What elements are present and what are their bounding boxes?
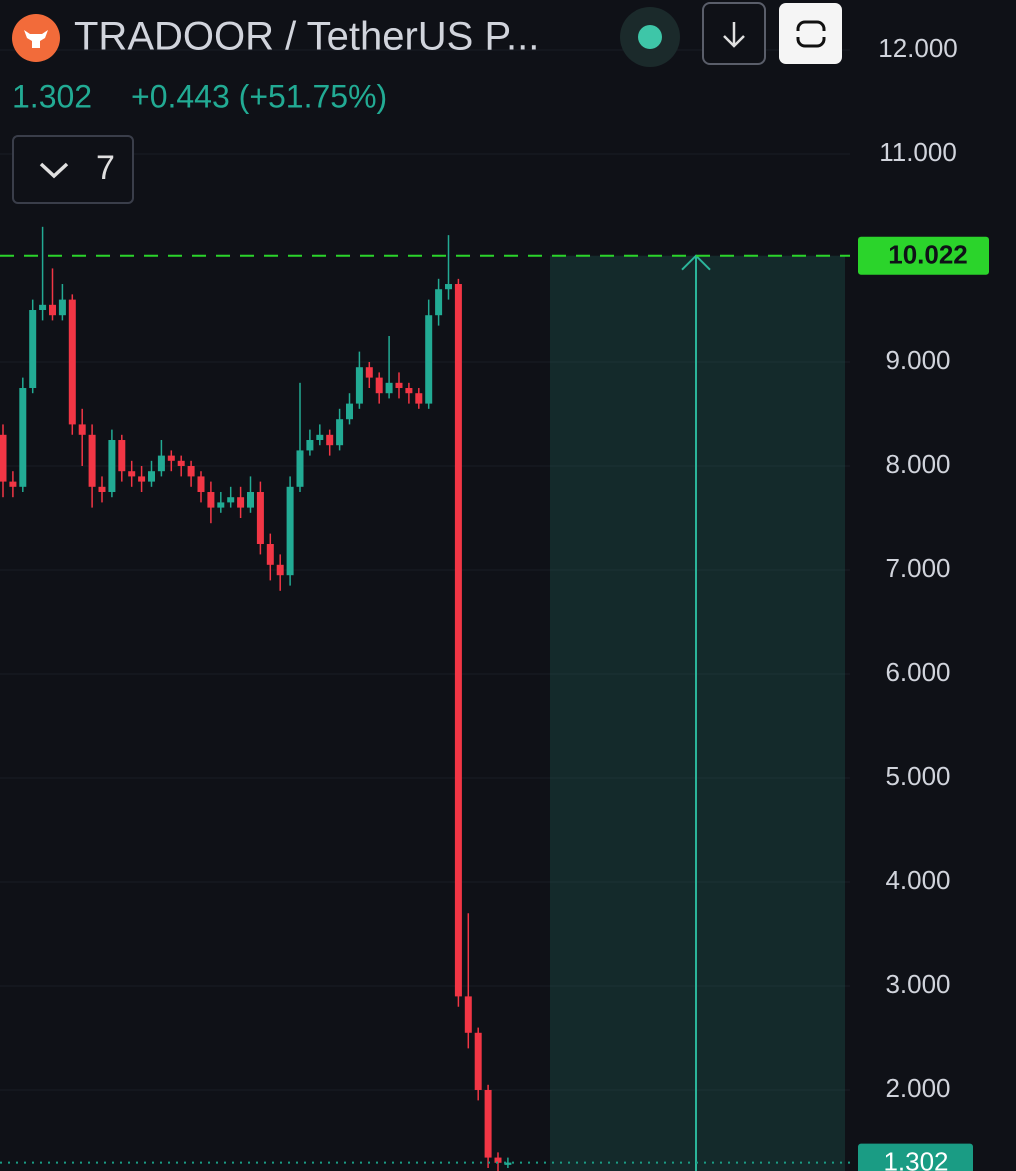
y-tick-label: 12.000 bbox=[878, 33, 958, 63]
candle-body bbox=[266, 544, 274, 565]
candle-body bbox=[187, 466, 195, 477]
candle-body bbox=[355, 367, 363, 404]
last-price: 1.302 bbox=[12, 78, 92, 114]
candle-body bbox=[336, 419, 344, 446]
candle-body bbox=[454, 284, 462, 997]
candle-body bbox=[306, 440, 314, 451]
candle-body bbox=[157, 455, 165, 472]
candle-body bbox=[39, 304, 47, 311]
candle-body bbox=[88, 434, 96, 487]
logo-icon bbox=[24, 30, 48, 48]
candle-body bbox=[138, 476, 146, 482]
header: TRADOOR / TetherUS P... 1.302 +0.443 (+5… bbox=[12, 2, 842, 204]
y-tick-label: 8.000 bbox=[885, 449, 950, 479]
chevron bbox=[39, 162, 69, 179]
candle-body bbox=[237, 497, 245, 508]
candle-body bbox=[9, 481, 17, 487]
y-tick-label: 11.000 bbox=[879, 137, 957, 167]
candle-body bbox=[464, 996, 472, 1033]
candle-body bbox=[346, 403, 353, 420]
candle-body bbox=[296, 450, 304, 487]
target-label-bg bbox=[858, 236, 989, 275]
symbol-title: TRADOOR / TetherUS P... bbox=[74, 15, 539, 59]
y-tick-label: 7.000 bbox=[885, 553, 950, 583]
candle-body bbox=[425, 315, 433, 404]
download-icon bbox=[723, 22, 745, 48]
candle-body bbox=[19, 388, 27, 487]
candle-body bbox=[484, 1089, 492, 1158]
candle-body bbox=[445, 284, 452, 290]
candle-body bbox=[256, 492, 264, 545]
candle-body bbox=[217, 502, 225, 508]
candle-body bbox=[276, 564, 284, 576]
y-tick-label: 6.000 bbox=[885, 657, 950, 687]
candle-body bbox=[197, 476, 205, 493]
candle-body bbox=[0, 434, 7, 482]
candle-body bbox=[58, 299, 66, 316]
candle-body bbox=[415, 393, 423, 404]
indicator-toggle[interactable] bbox=[12, 135, 134, 204]
candle-body bbox=[167, 455, 175, 461]
candle-body bbox=[207, 492, 215, 508]
candle-body bbox=[98, 486, 106, 493]
candle-body bbox=[435, 289, 443, 316]
status-dot bbox=[638, 25, 662, 49]
candle-body bbox=[148, 471, 155, 482]
candle-body bbox=[405, 388, 413, 394]
candle-body bbox=[49, 304, 56, 316]
candle-body bbox=[286, 486, 294, 576]
candle-body bbox=[227, 497, 235, 503]
candle-body bbox=[365, 367, 373, 378]
target-label: 10.022 bbox=[888, 240, 968, 270]
indicator-count: 7 bbox=[96, 149, 115, 187]
last-price-label: 1.302 bbox=[883, 1146, 948, 1171]
last-price-bg bbox=[858, 1143, 973, 1171]
plot-area: 12.000 11.000 9.000 8.000 7.000 6.000 5.000 4.0… bbox=[0, 33, 989, 1171]
candle-body bbox=[395, 382, 403, 389]
y-tick-label: 9.000 bbox=[885, 345, 950, 375]
y-tick-label: 2.000 bbox=[885, 1073, 950, 1103]
y-tick-label: 3.000 bbox=[885, 969, 950, 999]
candle-body bbox=[68, 299, 76, 425]
candle-body bbox=[29, 310, 37, 389]
price-change: +0.443 (+51.75%) bbox=[131, 78, 387, 114]
candle-body bbox=[375, 377, 383, 394]
candle-body bbox=[474, 1032, 482, 1090]
candle-body bbox=[385, 382, 393, 394]
candle-body bbox=[108, 440, 116, 493]
candle-body bbox=[494, 1157, 502, 1163]
candle-body bbox=[78, 424, 86, 435]
candle-body bbox=[316, 434, 324, 441]
candle-body bbox=[118, 440, 126, 472]
candle-body bbox=[504, 1162, 512, 1165]
projection-zone bbox=[550, 255, 845, 1171]
candle-body bbox=[128, 471, 136, 477]
candle-body bbox=[247, 492, 254, 508]
y-tick-label: 4.000 bbox=[885, 865, 950, 895]
y-tick-label: 5.000 bbox=[885, 761, 950, 791]
candle-body bbox=[326, 434, 334, 446]
candle-body bbox=[177, 460, 185, 467]
